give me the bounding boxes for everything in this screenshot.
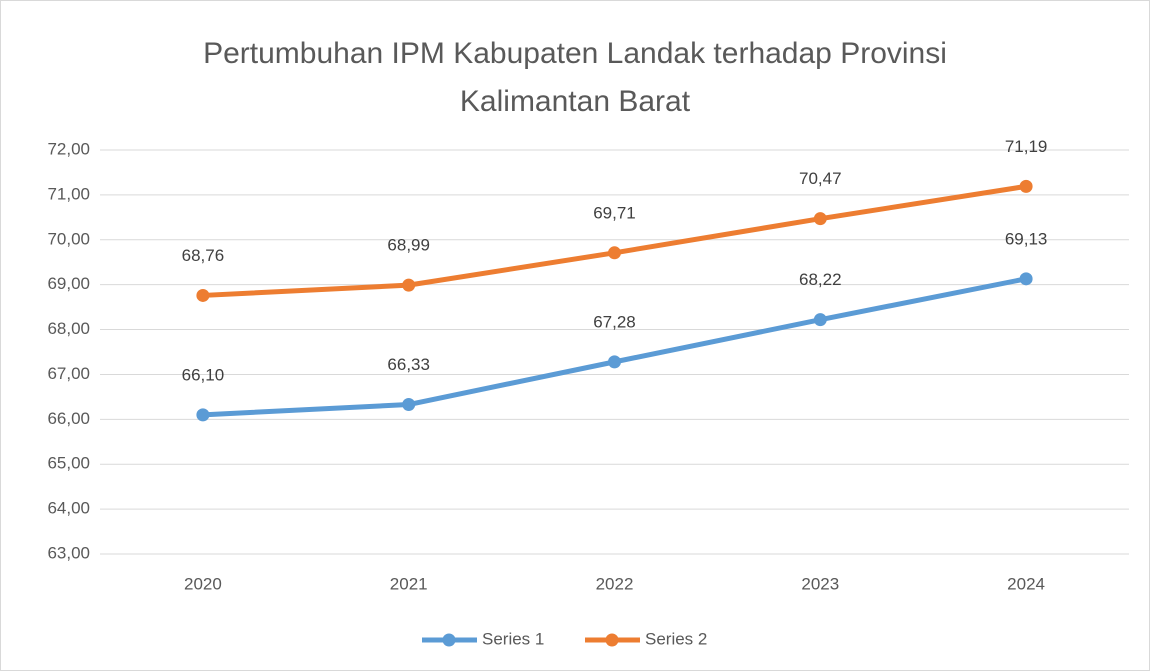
data-point [1019, 272, 1033, 286]
y-tick-label: 63,00 [47, 543, 90, 562]
data-point [608, 355, 621, 369]
data-label: 68,76 [182, 246, 225, 265]
data-point [402, 398, 416, 412]
y-tick-label: 72,00 [47, 139, 90, 158]
data-point [402, 278, 416, 292]
data-label: 68,99 [387, 236, 430, 255]
y-tick-label: 70,00 [47, 229, 90, 248]
x-tick-label: 2023 [801, 574, 839, 593]
data-point [813, 212, 827, 226]
data-label: 68,22 [799, 270, 842, 289]
data-point [196, 288, 210, 302]
x-tick-label: 2021 [390, 574, 428, 593]
y-tick-label: 66,00 [47, 409, 90, 428]
legend-marker [605, 633, 619, 647]
y-tick-label: 64,00 [47, 499, 90, 518]
data-label: 69,13 [1005, 229, 1048, 248]
y-tick-label: 68,00 [47, 319, 90, 338]
y-tick-label: 67,00 [47, 364, 90, 383]
data-label: 66,10 [182, 365, 225, 384]
y-tick-label: 65,00 [47, 454, 90, 473]
data-label: 70,47 [799, 169, 842, 188]
legend-label: Series 1 [482, 629, 544, 648]
chart-title: Pertumbuhan IPM Kabupaten Landak terhada… [203, 37, 947, 118]
x-tick-label: 2022 [596, 574, 634, 593]
y-tick-label: 69,00 [47, 274, 90, 293]
y-tick-label: 71,00 [47, 184, 90, 203]
legend-marker [442, 633, 456, 647]
data-label: 69,71 [593, 203, 636, 222]
data-point [1019, 179, 1033, 193]
data-label: 67,28 [593, 312, 636, 331]
data-point [608, 246, 621, 260]
x-tick-label: 2024 [1007, 574, 1045, 593]
data-point [813, 313, 827, 327]
legend-label: Series 2 [645, 629, 707, 648]
data-point [196, 408, 210, 422]
data-label: 66,33 [387, 355, 430, 374]
data-label: 71,19 [1005, 137, 1048, 156]
x-tick-label: 2020 [184, 574, 222, 593]
